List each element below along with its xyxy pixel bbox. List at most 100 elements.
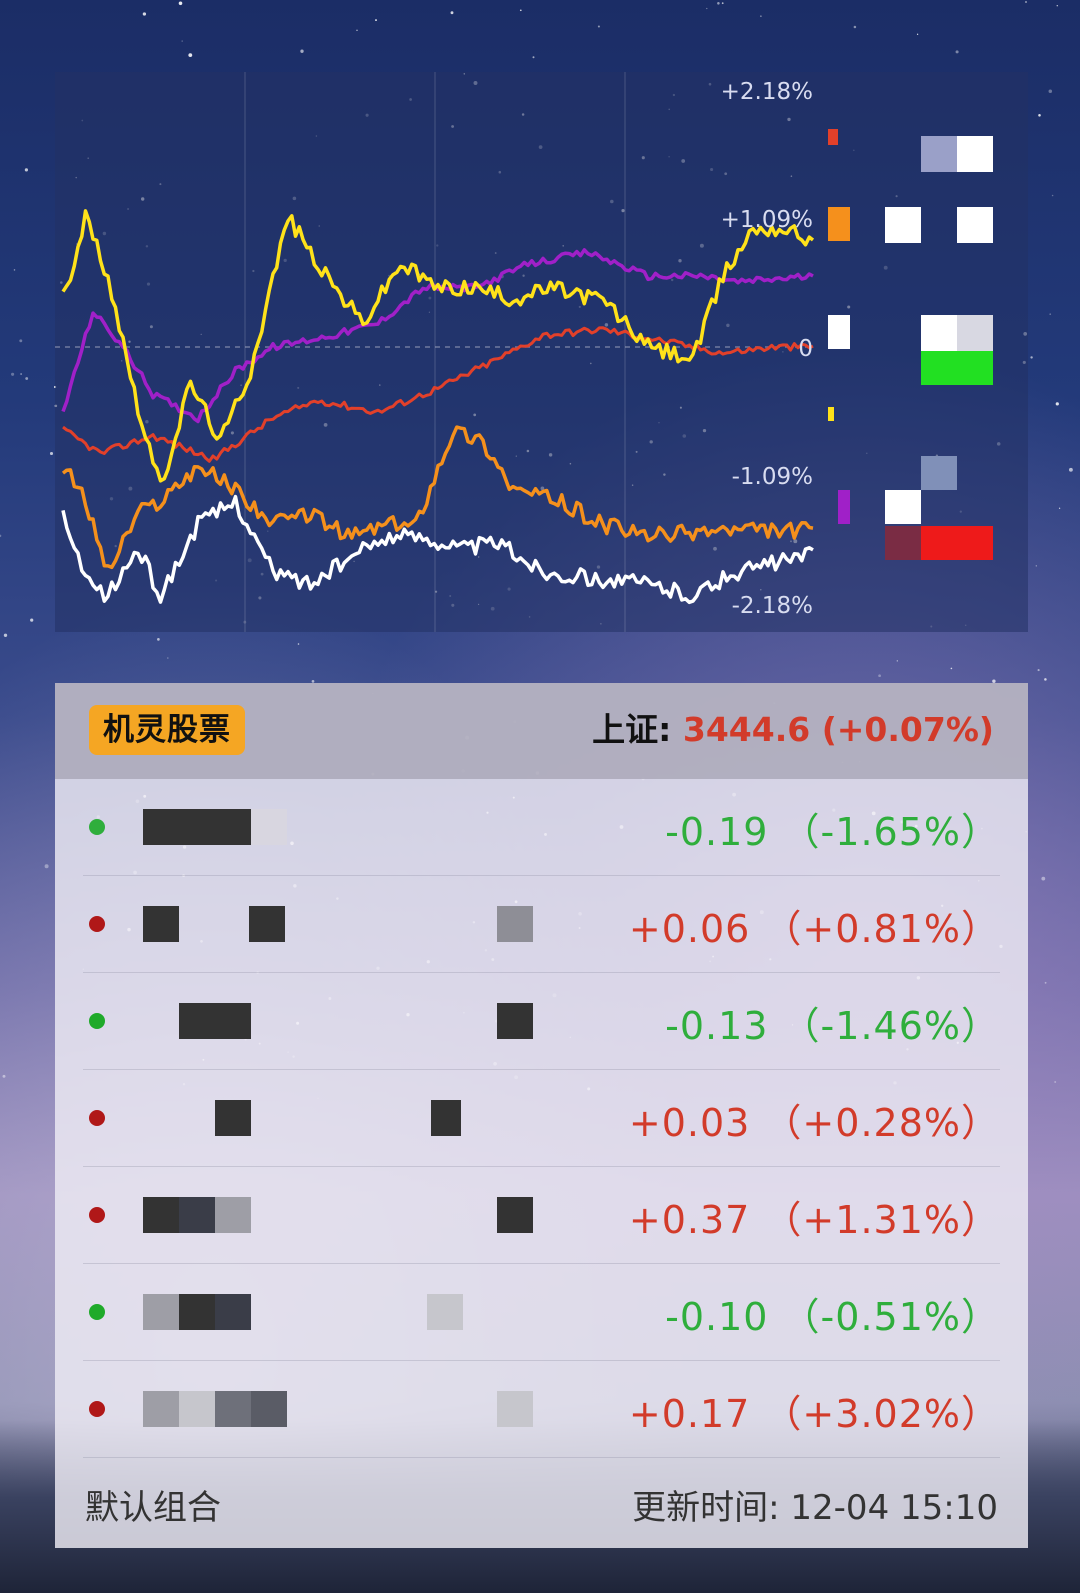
blurred-block-3: [885, 207, 921, 243]
update-time: 更新时间: 12-04 15:10: [632, 1488, 998, 1528]
star: [19, 339, 23, 343]
blurred-block-11: [921, 526, 993, 560]
star: [2, 1074, 6, 1078]
intraday-chart: +2.18% +1.09% 0 -1.09% -2.18%: [55, 72, 815, 632]
blurred-block-5: [921, 315, 957, 351]
star: [297, 643, 300, 645]
star: [532, 56, 535, 59]
legend-swatch-red: [828, 129, 838, 145]
star: [300, 49, 304, 53]
star: [760, 15, 762, 17]
series-line-orange: [61, 425, 814, 570]
stock-list-widget[interactable]: 机灵股票 上证: 3444.6 (+0.07%) -0.19 （-1.65%）: [55, 683, 1028, 1548]
axis-label-zero: 0: [798, 336, 813, 362]
price-change: -0.19 （-1.65%）: [665, 810, 1000, 854]
list-item[interactable]: +0.17 （+3.02%）: [83, 1361, 1000, 1458]
legend-swatch-white: [828, 315, 850, 349]
star: [1044, 678, 1047, 681]
star: [375, 19, 377, 22]
blurred-block-9: [885, 490, 921, 524]
market-index: 上证: 3444.6 (+0.07%): [592, 705, 994, 755]
star: [853, 25, 857, 29]
star: [178, 1, 183, 6]
stock-name-obscured: [143, 1100, 603, 1136]
star: [1030, 356, 1033, 359]
price-change: -0.10 （-0.51%）: [665, 1295, 1000, 1339]
star: [992, 679, 996, 683]
series-line-purple: [61, 248, 814, 424]
intraday-chart-widget[interactable]: +2.18% +1.09% 0 -1.09% -2.18%: [55, 72, 1028, 632]
star: [878, 674, 881, 678]
status-dot: [89, 1401, 105, 1417]
star: [1054, 1081, 1057, 1083]
list-item[interactable]: +0.37 （+1.31%）: [83, 1167, 1000, 1264]
stock-name-obscured: [143, 906, 603, 942]
axis-label-bottom: -2.18%: [732, 593, 813, 619]
widget-footer: 默认组合 更新时间: 12-04 15:10: [55, 1458, 1028, 1548]
list-item[interactable]: +0.06 （+0.81%）: [83, 876, 1000, 973]
star: [950, 667, 953, 670]
star: [955, 50, 959, 54]
star: [356, 29, 358, 31]
star: [1068, 467, 1073, 472]
star: [597, 25, 600, 28]
star: [181, 40, 183, 42]
axis-label-upper: +1.09%: [721, 207, 813, 233]
star: [519, 9, 522, 12]
portfolio-name[interactable]: 默认组合: [85, 1488, 221, 1528]
blurred-block-6: [957, 315, 993, 351]
star: [1037, 669, 1040, 672]
blurred-block-4: [957, 207, 993, 243]
status-dot: [89, 1207, 105, 1223]
star: [1038, 114, 1041, 117]
star: [3, 633, 8, 637]
series-line-yellow: [61, 209, 815, 483]
star: [30, 618, 34, 622]
star: [142, 12, 147, 16]
star: [1055, 402, 1059, 406]
status-dot: [89, 916, 105, 932]
star: [13, 269, 16, 271]
star: [1041, 876, 1046, 881]
stock-rows: -0.19 （-1.65%） +0.06 （+0.81%） -0.13 （-1.…: [55, 779, 1028, 1458]
stock-name-obscured: [143, 1197, 603, 1233]
star: [20, 373, 22, 375]
stock-name-obscured: [143, 1391, 603, 1427]
blurred-block-1: [921, 136, 957, 172]
widget-header: 机灵股票 上证: 3444.6 (+0.07%): [55, 683, 1028, 779]
blurred-block-8: [921, 456, 957, 490]
star: [44, 864, 49, 869]
star: [706, 7, 708, 10]
star: [1024, 0, 1028, 4]
star: [0, 534, 2, 538]
stock-name-obscured: [143, 1294, 603, 1330]
star: [717, 2, 720, 5]
legend-swatch-orange: [828, 207, 850, 241]
app-name-badge[interactable]: 机灵股票: [89, 705, 245, 755]
list-item[interactable]: -0.10 （-0.51%）: [83, 1264, 1000, 1361]
star: [1035, 565, 1037, 567]
star: [188, 53, 193, 58]
star: [721, 2, 724, 5]
price-change: +0.06 （+0.81%）: [628, 907, 1000, 951]
price-change: +0.03 （+0.28%）: [628, 1101, 1000, 1145]
star: [1058, 507, 1061, 509]
blurred-block-10: [885, 526, 921, 560]
star: [450, 11, 454, 15]
price-change: -0.13 （-1.46%）: [665, 1004, 1000, 1048]
list-item[interactable]: -0.13 （-1.46%）: [83, 973, 1000, 1070]
price-change: +0.37 （+1.31%）: [628, 1198, 1000, 1242]
star: [1048, 89, 1053, 94]
star: [11, 372, 15, 376]
series-line-white: [61, 494, 814, 605]
legend-swatch-yellow: [828, 407, 834, 421]
star: [311, 680, 315, 683]
star: [157, 638, 160, 641]
status-dot: [89, 1013, 105, 1029]
list-item[interactable]: +0.03 （+0.28%）: [83, 1070, 1000, 1167]
axis-label-top: +2.18%: [721, 79, 813, 105]
stock-name-obscured: [143, 809, 287, 845]
star: [167, 657, 169, 659]
list-item[interactable]: -0.19 （-1.65%）: [83, 779, 1000, 876]
axis-label-lower: -1.09%: [732, 464, 813, 490]
